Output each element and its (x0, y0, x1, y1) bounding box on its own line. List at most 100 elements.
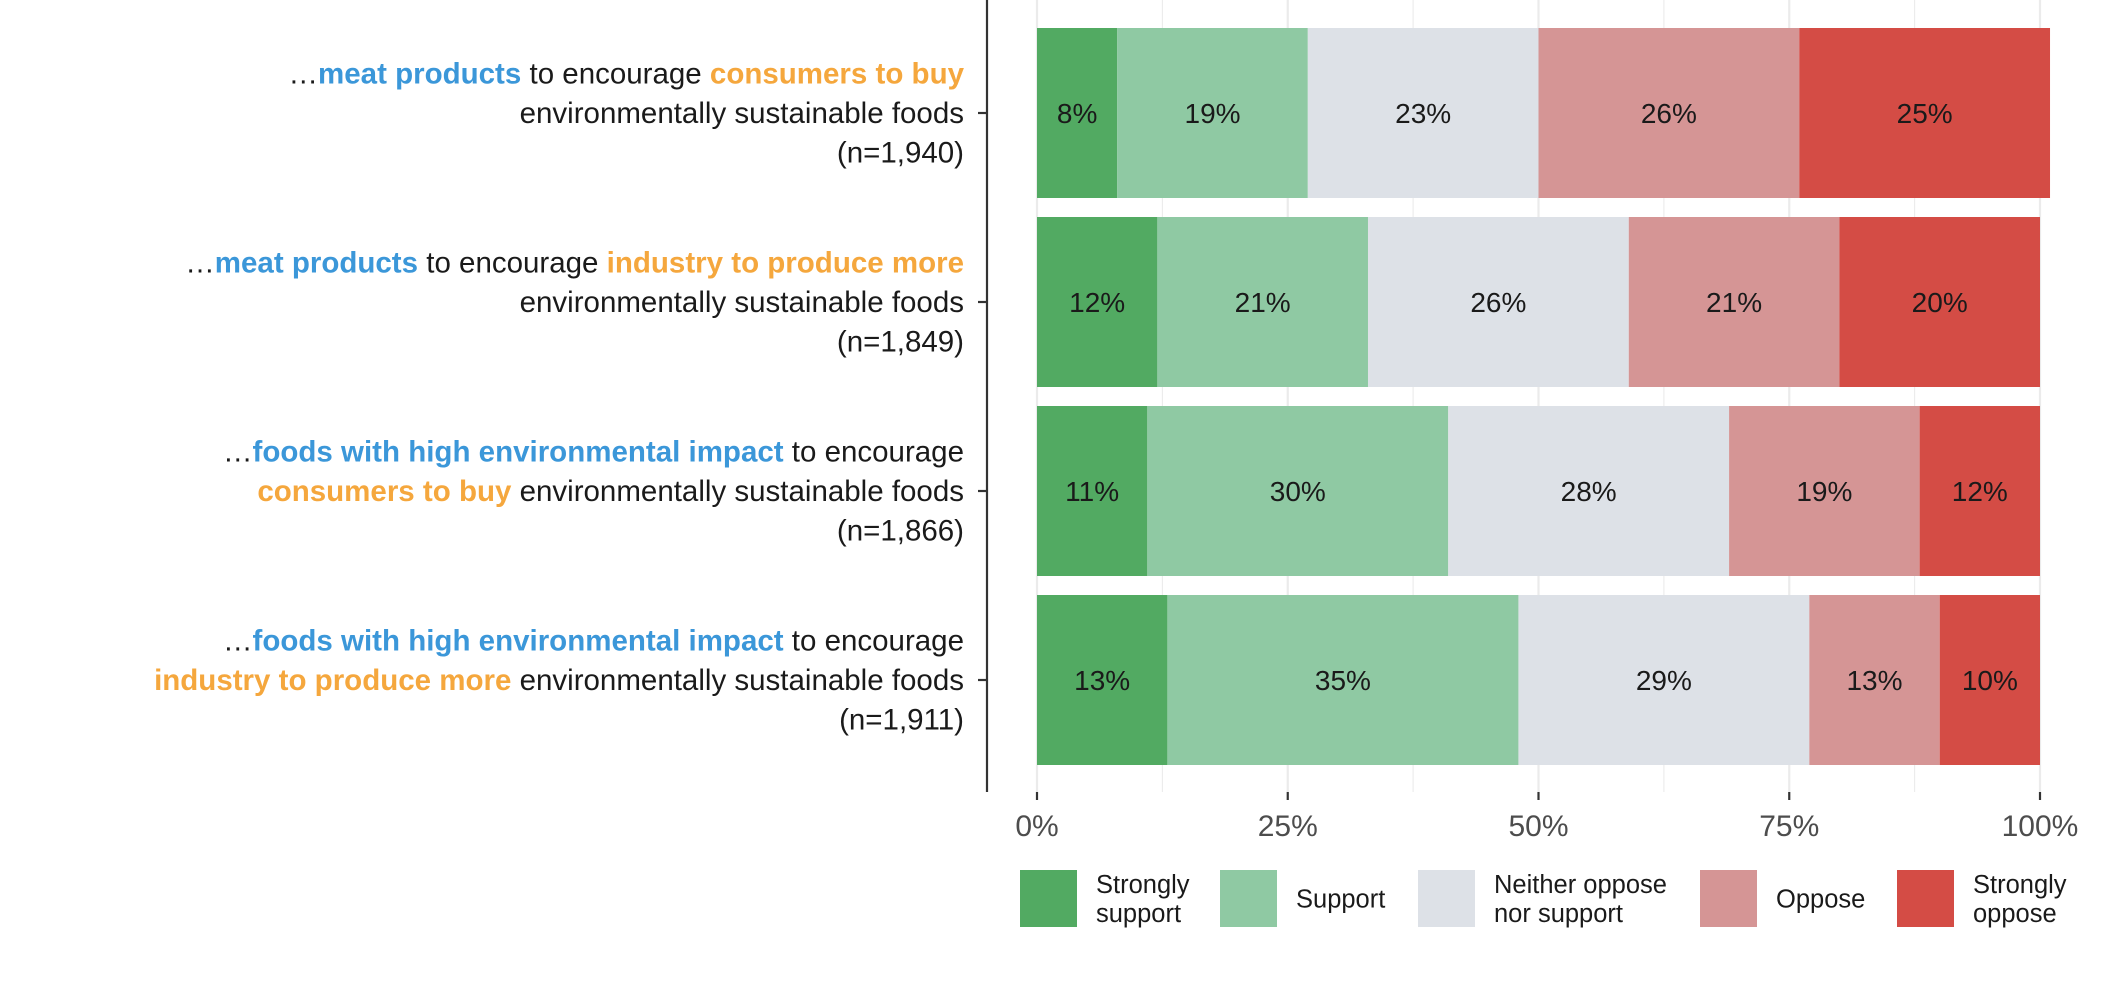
x-tick-label-1: 25% (1258, 810, 1318, 843)
category-label-2-line-0-seg-1: foods with high environmental impact (253, 436, 784, 469)
bar-segment-2-3 (1729, 406, 1920, 576)
category-label-2-line-1: consumers to buy environmentally sustain… (257, 475, 964, 508)
category-label-1-line-0-seg-1: meat products (215, 247, 418, 280)
legend-key-4 (1897, 870, 1954, 927)
segment-label-3-1: 35% (1315, 665, 1371, 696)
x-tick-label-4: 100% (2002, 810, 2079, 843)
bar-segment-3-1 (1167, 595, 1519, 765)
bar-segment-1-2 (1367, 217, 1629, 387)
category-label-3-line-1: industry to produce more environmentally… (154, 664, 964, 697)
x-tick-label-2: 50% (1508, 810, 1568, 843)
category-label-3-line-2-seg-0: (n=1,911) (839, 704, 964, 737)
category-label-3-line-1-seg-1: environmentally sustainable foods (511, 664, 964, 697)
segment-label-2-2: 28% (1561, 476, 1617, 507)
legend-key-0 (1020, 870, 1077, 927)
category-label-3-line-0-seg-0: … (223, 625, 253, 658)
legend-label-3-line-0: Oppose (1776, 886, 1865, 914)
segment-label-1-3: 21% (1706, 287, 1762, 318)
segment-label-3-2: 29% (1636, 665, 1692, 696)
segment-label-1-2: 26% (1470, 287, 1526, 318)
category-label-0-line-2: (n=1,940) (837, 137, 964, 170)
legend-label-4-line-1: oppose (1973, 900, 2057, 928)
bars (1037, 28, 2051, 765)
segment-label-0-0: 8% (1057, 98, 1097, 129)
category-label-3-line-1-seg-0: industry to produce more (154, 664, 511, 697)
bar-segment-1-3 (1628, 217, 1840, 387)
segment-label-0-4: 25% (1897, 98, 1953, 129)
category-label-0-line-0-seg-3: consumers to buy (710, 58, 965, 91)
category-label-3-line-0: …foods with high environmental impact to… (223, 625, 964, 658)
bar-segment-2-2 (1448, 406, 1730, 576)
segment-label-1-1: 21% (1235, 287, 1291, 318)
category-label-2-line-0-seg-0: … (223, 436, 253, 469)
bar-segment-2-1 (1147, 406, 1449, 576)
category-label-0-line-2-seg-0: (n=1,940) (837, 137, 964, 170)
bar-segment-2-4 (1919, 406, 2040, 576)
category-label-0-line-0: …meat products to encourage consumers to… (289, 58, 965, 91)
category-label-2-line-0-seg-2: to encourage (784, 436, 964, 469)
category-label-3-line-2: (n=1,911) (839, 704, 964, 737)
segment-label-2-3: 19% (1796, 476, 1852, 507)
bar-segment-3-4 (1939, 595, 2040, 765)
category-label-1-line-0: …meat products to encourage industry to … (185, 247, 964, 280)
category-label-2-line-1-seg-1: environmentally sustainable foods (511, 475, 964, 508)
legend-item-1: Support (1220, 870, 1385, 927)
category-label-2-line-2: (n=1,866) (837, 515, 964, 548)
category-label-1-line-0-seg-2: to encourage (418, 247, 607, 280)
segment-label-0-3: 26% (1641, 98, 1697, 129)
bar-segment-3-2 (1518, 595, 1810, 765)
category-label-3-line-0-seg-2: to encourage (784, 625, 964, 658)
segment-label-1-0: 12% (1069, 287, 1125, 318)
legend-item-3: Oppose (1700, 870, 1865, 927)
bar-segment-0-0 (1037, 28, 1118, 198)
legend-label-4-line-0: Strongly (1973, 871, 2067, 899)
category-label-2-line-1-seg-0: consumers to buy (257, 475, 512, 508)
category-label-1-line-2: (n=1,849) (837, 326, 964, 359)
bar-segment-0-4 (1799, 28, 2051, 198)
legend-label-0-line-1: support (1096, 900, 1181, 928)
category-label-0-line-0-seg-0: … (289, 58, 319, 91)
legend-label-2-line-1: nor support (1494, 900, 1623, 928)
category-label-1-line-2-seg-0: (n=1,849) (837, 326, 964, 359)
category-label-0-line-1: environmentally sustainable foods (520, 97, 964, 130)
segment-label-0-2: 23% (1395, 98, 1451, 129)
category-label-0-line-0-seg-1: meat products (318, 58, 521, 91)
legend-key-2 (1418, 870, 1475, 927)
segment-label-2-1: 30% (1270, 476, 1326, 507)
legend-key-1 (1220, 870, 1277, 927)
bar-segment-0-2 (1307, 28, 1539, 198)
category-label-1-line-0-seg-0: … (185, 247, 215, 280)
bar-segment-3-0 (1037, 595, 1168, 765)
segment-labels: 8% 19% 23% 26% 25% 12% 21% 26% 21% 20% 11% 30% 28% 19… (1057, 98, 2018, 696)
legend-label-1-line-0: Support (1296, 886, 1385, 914)
bar-segment-3-3 (1809, 595, 1940, 765)
category-label-1-line-0-seg-3: industry to produce more (607, 247, 964, 280)
segment-label-0-1: 19% (1185, 98, 1241, 129)
segment-label-2-0: 11% (1065, 476, 1119, 507)
x-axis-tick-labels: 0% 25% 50% 75% 100% (1015, 810, 2078, 843)
bar-segment-2-0 (1037, 406, 1148, 576)
category-label-1-line-1: environmentally sustainable foods (520, 286, 964, 319)
category-label-0-line-0-seg-2: to encourage (521, 58, 710, 91)
segment-label-3-4: 10% (1962, 665, 2018, 696)
legend-label-0-line-0: Strongly (1096, 871, 1190, 899)
category-label-3-line-0-seg-1: foods with high environmental impact (253, 625, 784, 658)
category-label-1-line-1-seg-0: environmentally sustainable foods (520, 286, 964, 319)
segment-label-1-4: 20% (1912, 287, 1968, 318)
x-tick-label-0: 0% (1015, 810, 1058, 843)
category-label-0-line-1-seg-0: environmentally sustainable foods (520, 97, 964, 130)
legend-key-3 (1700, 870, 1757, 927)
category-label-2-line-2-seg-0: (n=1,866) (837, 515, 964, 548)
bar-segment-1-1 (1157, 217, 1368, 387)
x-tick-label-3: 75% (1759, 810, 1819, 843)
category-labels: …meat products to encourage consumers to… (154, 58, 965, 737)
legend-label-2-line-0: Neither oppose (1494, 871, 1667, 899)
category-label-2-line-0: …foods with high environmental impact to… (223, 436, 964, 469)
segment-label-3-3: 13% (1846, 665, 1902, 696)
bar-segment-1-4 (1839, 217, 2040, 387)
